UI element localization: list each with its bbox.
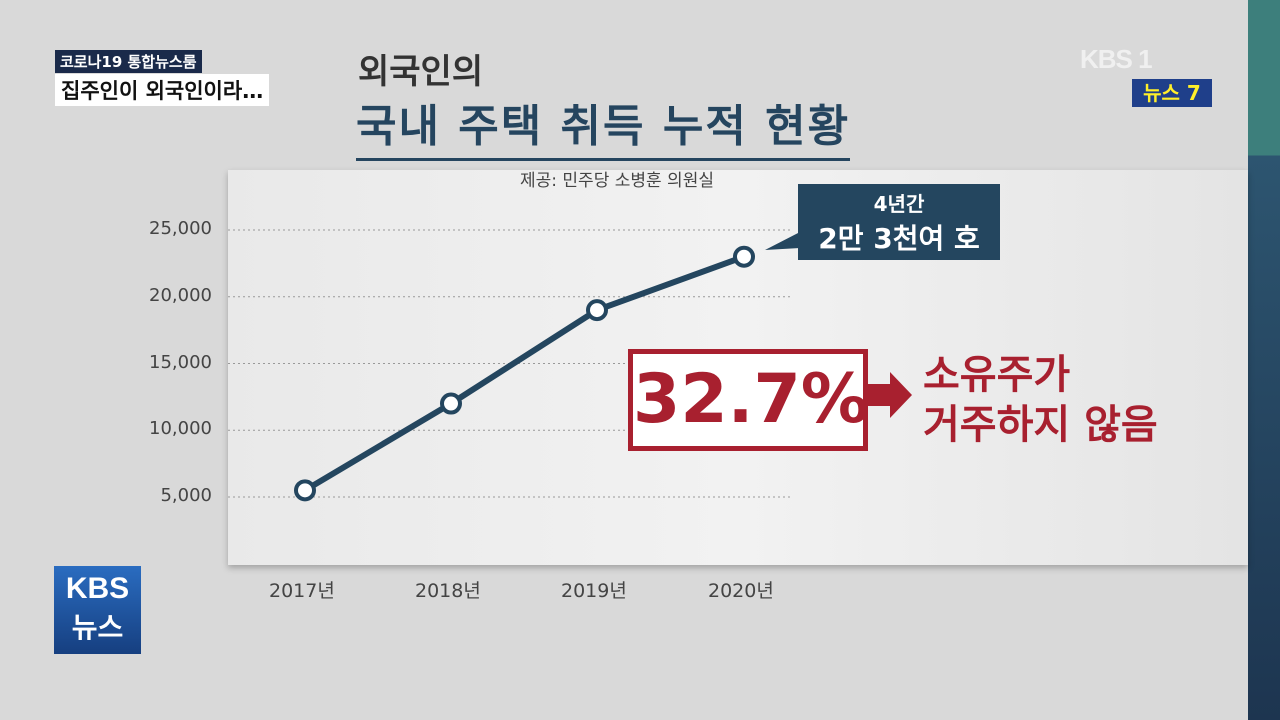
y-tick-label: 5,000 <box>160 485 212 506</box>
chart-title-line1: 외국인의 <box>358 52 484 92</box>
program-label: 코로나19 통합뉴스룸 <box>55 50 202 73</box>
y-tick-label: 20,000 <box>149 284 212 306</box>
highlight-line1: 소유주가 <box>923 352 1071 398</box>
arrow-right-icon <box>866 372 912 418</box>
annotation-line1: 4년간 <box>873 192 925 216</box>
x-tick-label: 2017년 <box>269 580 335 602</box>
data-point <box>440 392 462 415</box>
kbs-news-logo: KBS 뉴스 <box>54 566 141 654</box>
highlight-line2: 거주하지 않음 <box>923 402 1158 448</box>
x-tick-label: 2020년 <box>708 580 774 602</box>
highlight-percent: 32.7% <box>628 349 869 451</box>
highlight-description: 소유주가 거주하지 않음 <box>923 350 1158 450</box>
data-point <box>586 299 608 322</box>
news-badge: 뉴스 7 <box>1132 79 1212 107</box>
y-tick-label: 25,000 <box>149 218 212 239</box>
kbs-logo-text: KBS <box>65 572 130 605</box>
x-tick-label: 2019년 <box>561 580 627 602</box>
chart-title-line2: 국내 주택 취득 누적 현황 <box>356 90 851 161</box>
y-tick-label: 10,000 <box>149 418 212 440</box>
side-strip <box>1248 0 1280 720</box>
data-point <box>294 479 316 502</box>
annotation-line2: 2만 3천여 호 <box>818 222 980 255</box>
headline: 집주인이 외국인이라… <box>55 74 270 106</box>
news-logo-text: 뉴스 <box>71 612 124 643</box>
y-tick-label: 15,000 <box>149 351 212 373</box>
callout-pointer <box>765 232 800 250</box>
annotation-callout: 4년간 2만 3천여 호 <box>798 184 1000 260</box>
chart-source: 제공: 민주당 소병훈 의원실 <box>520 171 714 191</box>
series-line <box>303 253 746 493</box>
data-point <box>733 245 755 268</box>
channel-logo: KBS 1 <box>1080 44 1153 74</box>
x-tick-label: 2018년 <box>415 580 481 602</box>
